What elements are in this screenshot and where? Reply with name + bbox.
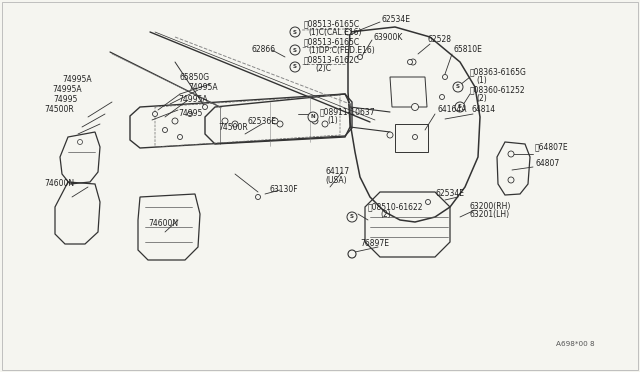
Text: Ⓝ08363-6165G: Ⓝ08363-6165G <box>470 67 527 77</box>
Circle shape <box>77 140 83 144</box>
Text: S: S <box>458 105 462 109</box>
Text: 62534E: 62534E <box>381 16 410 25</box>
Text: 64807: 64807 <box>535 160 559 169</box>
Text: 62534E: 62534E <box>435 189 464 199</box>
Circle shape <box>177 135 182 140</box>
Text: 62528: 62528 <box>428 35 452 45</box>
Text: 63900K: 63900K <box>373 33 403 42</box>
Circle shape <box>232 121 238 127</box>
Text: 74600N: 74600N <box>44 180 74 189</box>
Text: 74995: 74995 <box>53 96 77 105</box>
Text: Ⓝ08360-61252: Ⓝ08360-61252 <box>470 86 525 94</box>
Circle shape <box>426 199 431 205</box>
Text: (2)C: (2)C <box>315 64 331 73</box>
Circle shape <box>345 29 351 35</box>
Circle shape <box>152 112 157 116</box>
Circle shape <box>172 118 178 124</box>
Text: S: S <box>456 84 460 90</box>
Circle shape <box>413 135 417 140</box>
Text: (1): (1) <box>327 116 338 125</box>
Text: Ⓜ08911-10637: Ⓜ08911-10637 <box>320 108 376 116</box>
Text: 65850G: 65850G <box>180 73 210 81</box>
Circle shape <box>312 118 318 124</box>
Circle shape <box>290 27 300 37</box>
Text: (1): (1) <box>476 77 487 86</box>
Text: Ⓝ08510-61622: Ⓝ08510-61622 <box>368 202 424 212</box>
Circle shape <box>387 132 393 138</box>
Text: 74500R: 74500R <box>44 106 74 115</box>
Circle shape <box>222 118 228 124</box>
Circle shape <box>277 121 283 127</box>
Circle shape <box>255 195 260 199</box>
Circle shape <box>508 177 514 183</box>
Text: 74600N: 74600N <box>148 219 178 228</box>
Text: (2): (2) <box>476 94 487 103</box>
Circle shape <box>455 102 465 112</box>
Circle shape <box>348 250 356 258</box>
Text: Ⓝ64807E: Ⓝ64807E <box>535 142 568 151</box>
Text: 74995A: 74995A <box>188 83 218 92</box>
Text: 74500R: 74500R <box>218 122 248 131</box>
Circle shape <box>290 45 300 55</box>
Text: 74995A: 74995A <box>62 76 92 84</box>
Circle shape <box>163 128 168 132</box>
Text: 64814: 64814 <box>472 106 496 115</box>
Text: 64164A: 64164A <box>438 106 467 115</box>
Text: 62536E: 62536E <box>248 118 277 126</box>
Text: 74995A: 74995A <box>178 96 207 105</box>
Text: 62866: 62866 <box>252 45 276 55</box>
Circle shape <box>442 74 447 80</box>
Circle shape <box>412 103 419 110</box>
Text: (2): (2) <box>380 211 391 219</box>
Text: 63130F: 63130F <box>270 186 299 195</box>
Text: S: S <box>293 29 297 35</box>
Circle shape <box>322 121 328 127</box>
Text: 63200(RH): 63200(RH) <box>470 202 511 212</box>
Text: 65810E: 65810E <box>453 45 482 55</box>
Circle shape <box>358 55 362 60</box>
Circle shape <box>202 105 207 109</box>
Circle shape <box>272 118 278 124</box>
Circle shape <box>508 151 514 157</box>
Circle shape <box>290 62 300 72</box>
Text: N: N <box>310 115 316 119</box>
Text: (1)DP:C(FED.E16): (1)DP:C(FED.E16) <box>308 45 375 55</box>
Circle shape <box>408 60 413 64</box>
Text: (1)C(CAL.E16): (1)C(CAL.E16) <box>308 28 362 36</box>
Text: 76897E: 76897E <box>360 240 389 248</box>
Text: Ⓝ08513-6165C: Ⓝ08513-6165C <box>304 38 360 46</box>
Text: A698*00 8: A698*00 8 <box>556 341 595 347</box>
Circle shape <box>453 82 463 92</box>
Circle shape <box>188 112 193 116</box>
Text: S: S <box>293 64 297 70</box>
Text: 74995A: 74995A <box>52 86 82 94</box>
Text: Ⓝ08513-6162C: Ⓝ08513-6162C <box>304 55 360 64</box>
Circle shape <box>410 59 416 65</box>
Text: 63201(LH): 63201(LH) <box>470 211 510 219</box>
Circle shape <box>308 112 318 122</box>
Text: Ⓝ08513-6165C: Ⓝ08513-6165C <box>304 19 360 29</box>
Text: S: S <box>350 215 354 219</box>
Circle shape <box>347 212 357 222</box>
Text: 64117: 64117 <box>325 167 349 176</box>
Text: S: S <box>293 48 297 52</box>
Text: 74995: 74995 <box>178 109 202 119</box>
Text: (USA): (USA) <box>325 176 347 185</box>
Circle shape <box>440 94 445 99</box>
